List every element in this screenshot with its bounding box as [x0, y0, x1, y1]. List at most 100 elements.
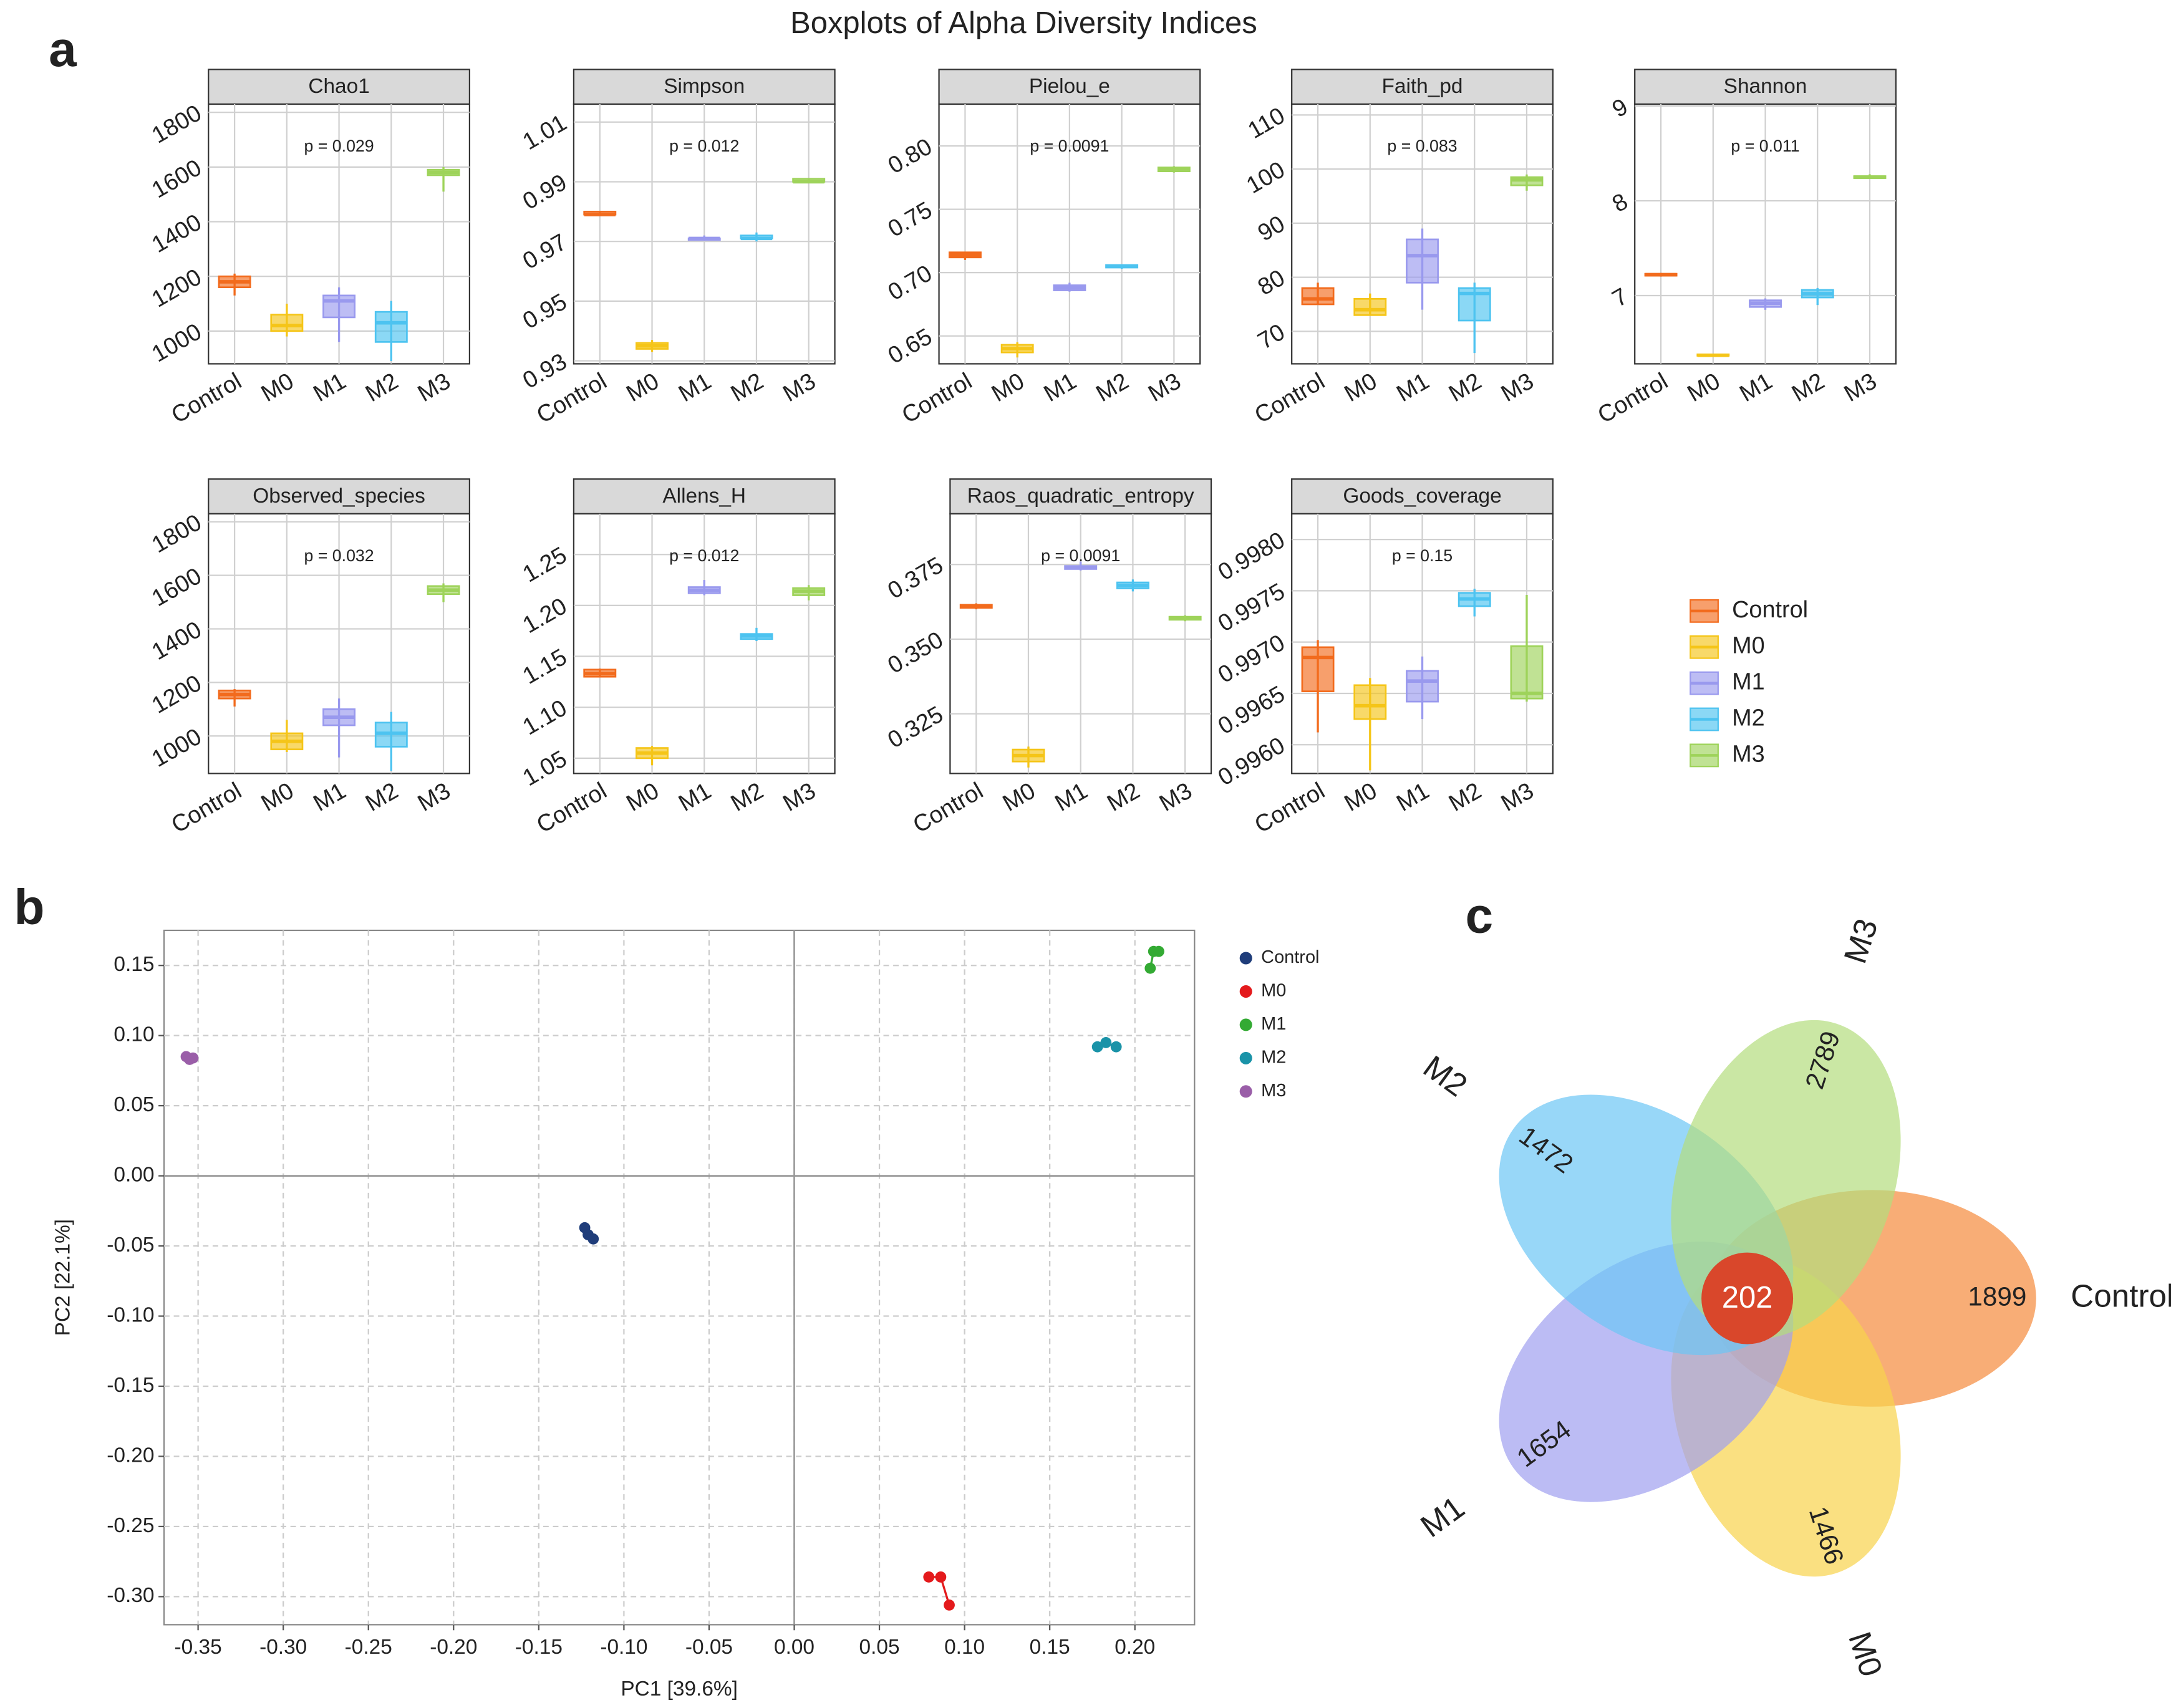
y-tick-label: 1000 — [147, 319, 206, 367]
point — [1110, 1041, 1122, 1053]
x-tick-label: 0.15 — [1030, 1636, 1070, 1659]
x-tick-label: Control — [897, 368, 977, 428]
facet-title: Allens_H — [662, 485, 746, 508]
y-tick-label: -0.25 — [107, 1514, 154, 1537]
x-tick-label: Control — [909, 778, 988, 838]
x-tick-label: M2 — [727, 368, 768, 407]
y-tick-label: 1.15 — [518, 644, 571, 690]
petal-name: M2 — [1417, 1049, 1474, 1104]
y-tick-label: 9 — [1608, 94, 1632, 123]
x-tick-label: M0 — [1683, 368, 1725, 407]
x-axis-label: PC1 [39.6%] — [621, 1677, 737, 1701]
point — [935, 1571, 947, 1583]
y-tick-label: 0.9970 — [1214, 630, 1289, 688]
y-tick-label: 0.9975 — [1214, 578, 1289, 637]
x-tick-label: M0 — [257, 778, 299, 817]
x-tick-label: M3 — [1497, 778, 1539, 817]
box — [270, 314, 304, 332]
panel-label: a — [49, 21, 77, 77]
x-tick-label: -0.10 — [600, 1636, 647, 1659]
y-tick-label: 1200 — [147, 264, 206, 312]
legend-label: M3 — [1261, 1081, 1286, 1101]
x-tick-label: M0 — [1340, 778, 1382, 817]
x-tick-label: M2 — [361, 778, 403, 817]
p-value: p = 0.012 — [669, 546, 739, 565]
figure-title: Boxplots of Alpha Diversity Indices — [790, 6, 1257, 40]
x-tick-label: M0 — [1340, 368, 1382, 407]
y-tick-label: 0.325 — [884, 702, 948, 754]
y-tick-label: 0.9980 — [1214, 527, 1289, 586]
y-tick-label: -0.15 — [107, 1374, 154, 1397]
y-tick-label: 90 — [1254, 211, 1289, 246]
x-tick-label: M2 — [727, 778, 768, 817]
facet-title: Goods_coverage — [1343, 485, 1501, 508]
x-tick-label: M2 — [361, 368, 403, 407]
y-tick-label: 0.15 — [114, 953, 154, 976]
x-tick-label: M0 — [622, 368, 664, 407]
box — [1301, 646, 1335, 693]
x-tick-label: M3 — [1155, 778, 1197, 817]
box — [374, 311, 408, 343]
legend-label: M3 — [1732, 741, 1765, 767]
y-tick-label: 8 — [1608, 188, 1632, 218]
y-tick-label: 1.20 — [518, 593, 571, 639]
x-tick-label: M1 — [1040, 368, 1081, 407]
x-tick-label: M1 — [1392, 368, 1434, 407]
facet-title: Faith_pd — [1382, 75, 1463, 98]
y-tick-label: -0.30 — [107, 1584, 154, 1607]
y-tick-label: 0.80 — [884, 133, 937, 179]
legend-label: Control — [1261, 947, 1319, 967]
x-tick-label: M2 — [1103, 778, 1144, 817]
y-tick-label: -0.20 — [107, 1444, 154, 1467]
legend-label: Control — [1732, 597, 1808, 623]
p-value: p = 0.032 — [304, 546, 374, 565]
facet-title: Observed_species — [253, 485, 425, 508]
p-value: p = 0.083 — [1387, 137, 1457, 155]
legend-marker — [1239, 1018, 1252, 1031]
y-tick-label: 100 — [1242, 157, 1290, 199]
x-tick-label: M1 — [1392, 778, 1434, 817]
x-tick-label: M0 — [987, 368, 1029, 407]
x-tick-label: M2 — [1091, 368, 1133, 407]
point — [1153, 945, 1164, 957]
box — [1510, 645, 1544, 700]
x-tick-label: M3 — [779, 368, 821, 407]
x-tick-label: M3 — [779, 778, 821, 817]
box — [1301, 287, 1335, 306]
y-tick-label: 1600 — [147, 155, 206, 203]
box — [322, 294, 356, 319]
x-tick-label: M3 — [413, 368, 455, 407]
core-value: 202 — [1722, 1281, 1773, 1315]
petal-name: M0 — [1842, 1628, 1889, 1681]
x-tick-label: Control — [167, 778, 246, 838]
y-tick-label: 1.05 — [518, 746, 571, 791]
x-tick-label: 0.05 — [859, 1636, 900, 1659]
x-tick-label: Control — [167, 368, 246, 428]
y-tick-label: 1.01 — [518, 110, 571, 155]
y-tick-label: 1000 — [147, 723, 206, 772]
x-tick-label: M3 — [1840, 368, 1882, 407]
x-tick-label: M1 — [309, 368, 351, 407]
x-tick-label: -0.25 — [345, 1636, 392, 1659]
y-tick-label: 1400 — [147, 617, 206, 665]
y-tick-label: 0.65 — [884, 324, 937, 369]
x-tick-label: Control — [533, 778, 612, 838]
x-tick-label: M2 — [1444, 368, 1486, 407]
y-tick-label: 1.10 — [518, 695, 571, 740]
facet-title: Simpson — [664, 75, 745, 98]
legend-label: M1 — [1261, 1014, 1286, 1034]
point — [923, 1571, 935, 1583]
y-tick-label: 1.25 — [518, 542, 571, 587]
y-tick-label: 1400 — [147, 210, 206, 258]
p-value: p = 0.15 — [1392, 546, 1453, 565]
x-tick-label: -0.35 — [175, 1636, 222, 1659]
p-value: p = 0.029 — [304, 137, 374, 155]
x-tick-label: M2 — [1787, 368, 1829, 407]
y-axis-label: PC2 [22.1%] — [51, 1219, 74, 1336]
p-value: p = 0.0091 — [1030, 137, 1109, 155]
core — [1701, 1252, 1794, 1344]
petal-name: Control — [2071, 1278, 2171, 1314]
legend-label: M2 — [1732, 705, 1765, 731]
legend-marker — [1239, 985, 1252, 998]
